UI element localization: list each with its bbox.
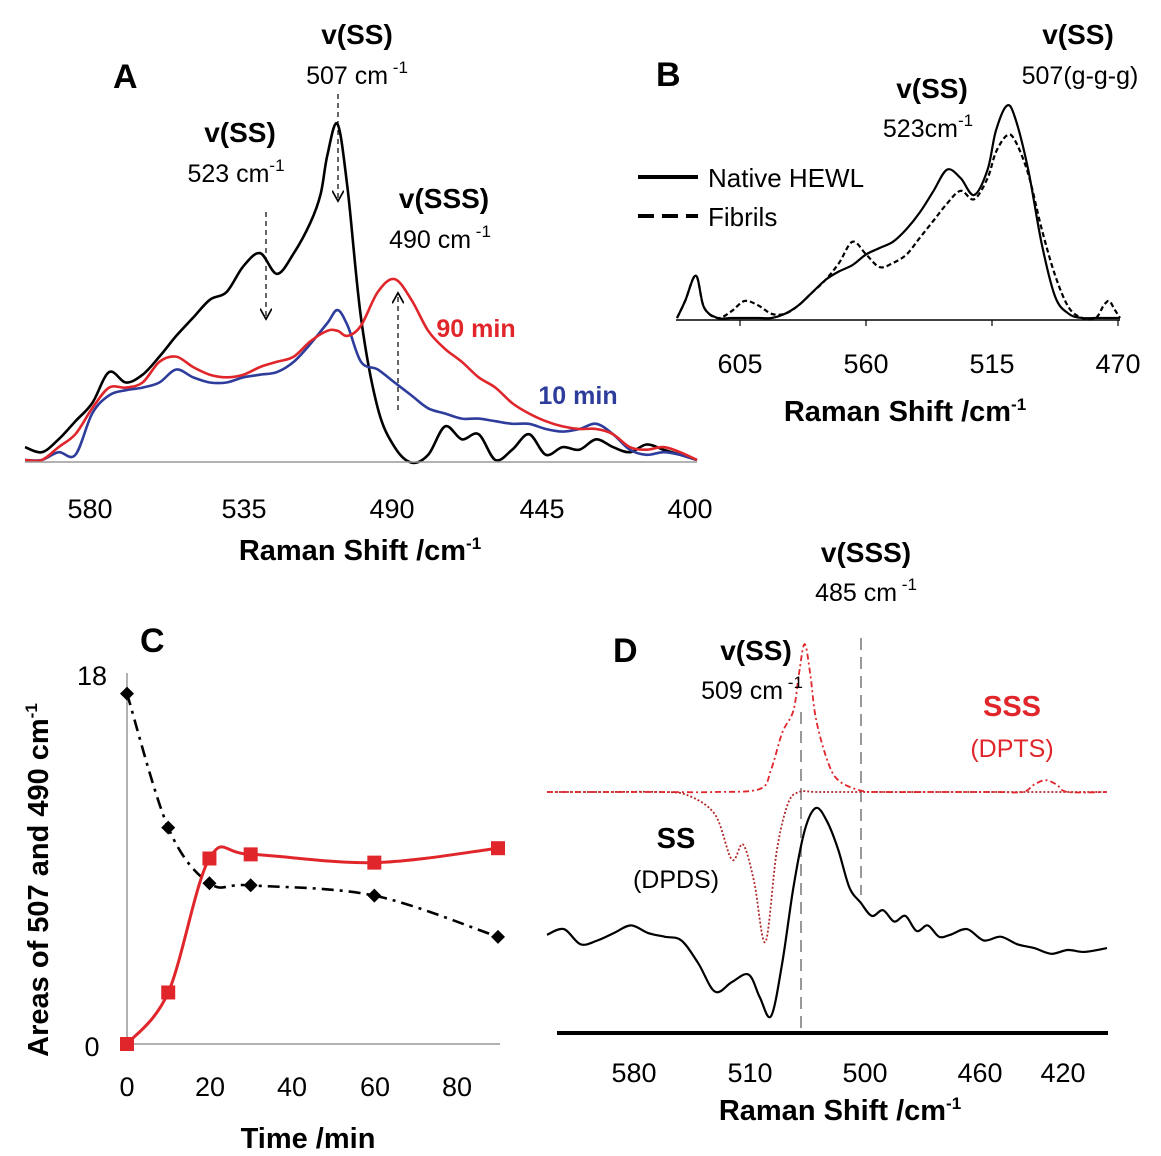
- panel-a-tick: 490: [369, 494, 414, 524]
- panel-b: B 605 560 515 470 Raman Shift /cm-1 Nati…: [638, 19, 1141, 428]
- panel-d-annotation-value: 485 cm -1: [815, 575, 917, 607]
- panel-d-annotation-value: 509 cm -1: [701, 673, 803, 705]
- panel-c-point: [243, 878, 258, 893]
- panel-a-annotation-label: v(SS): [321, 19, 393, 50]
- panel-d-label-ss-sub: (DPDS): [633, 866, 719, 894]
- panel-c-point: [120, 686, 134, 701]
- panel-c-ytick: 18: [77, 661, 107, 691]
- panel-d: D 580 510 500 460 420 Raman Shift /cm-1 …: [546, 537, 1108, 1127]
- panel-d-annotation-label: v(SS): [720, 635, 792, 666]
- panel-d-series-line-0: [546, 806, 1108, 1019]
- panel-c-point: [120, 1037, 134, 1051]
- panel-b-legend: Native HEWL Fibrils: [638, 163, 864, 232]
- panel-b-tick: 560: [843, 349, 888, 379]
- panel-a-x-axis-title: Raman Shift /cm-1: [239, 534, 481, 567]
- panel-b-series-line-0: [676, 104, 1120, 320]
- panel-a-annotation-value: 507 cm -1: [306, 58, 408, 90]
- panel-c-point: [367, 888, 382, 903]
- panel-b-tick: 470: [1095, 349, 1140, 379]
- panel-letter-c: C: [140, 622, 165, 660]
- panel-a-tick: 535: [221, 494, 266, 524]
- panel-b-tick: 515: [969, 349, 1014, 379]
- panel-d-label-sss: SSS: [983, 691, 1041, 723]
- panel-d-label-ss: SS: [657, 823, 696, 855]
- panel-letter-b: B: [656, 56, 681, 94]
- panel-a-series: [24, 121, 698, 465]
- panel-d-x-axis-title: Raman Shift /cm-1: [719, 1094, 961, 1127]
- panel-c-point: [491, 841, 505, 856]
- panel-a-x-ticks: 580 535 490 445 400: [67, 494, 712, 524]
- panel-letter-d: D: [613, 632, 638, 670]
- panel-a-series-line-2: [24, 277, 698, 463]
- panel-d-tick: 510: [727, 1058, 772, 1088]
- panel-d-annotation-label: v(SSS): [821, 537, 911, 568]
- panel-d-series-line-2: [546, 643, 1108, 794]
- panel-c: C 0 18 0 20 40 60 80 Time /min Areas of …: [22, 622, 505, 1155]
- panel-c-series: [120, 686, 505, 1051]
- panel-a-series-line-0: [24, 121, 698, 465]
- panel-d-x-ticks: 580 510 500 460 420: [611, 1058, 1085, 1088]
- panel-c-xtick: 0: [119, 1072, 134, 1102]
- panel-c-point: [161, 985, 176, 1000]
- panel-a: A 580 535 490 445 400 Raman Shift /cm-1 …: [24, 19, 713, 567]
- panel-b-series: [676, 104, 1121, 321]
- panel-c-ytick: 0: [84, 1032, 99, 1062]
- panel-letter-a: A: [113, 58, 138, 96]
- panel-d-tick: 460: [957, 1058, 1002, 1088]
- panel-b-tick: 605: [717, 349, 762, 379]
- panel-a-tick: 445: [519, 494, 564, 524]
- panel-a-annotation-label: v(SSS): [399, 183, 489, 214]
- panel-d-series-line-1: [546, 790, 1107, 943]
- panel-b-series-line-1: [676, 133, 1121, 321]
- panel-a-annotation-value: 523 cm-1: [187, 156, 284, 188]
- panel-c-series-line-1: [125, 845, 499, 1045]
- panel-c-x-ticks: 0 20 40 60 80: [119, 1072, 472, 1102]
- panel-c-xtick: 80: [442, 1072, 472, 1102]
- legend-entry: Fibrils: [708, 202, 777, 232]
- panel-c-x-axis-title: Time /min: [241, 1123, 376, 1155]
- panel-d-tick: 420: [1040, 1058, 1085, 1088]
- panel-b-annotation-label: v(SS): [896, 73, 968, 104]
- panel-d-tick: 580: [611, 1058, 656, 1088]
- panel-a-label-90min: 90 min: [436, 315, 515, 343]
- panel-c-point: [202, 851, 217, 866]
- panel-b-x-ticks: 605 560 515 470: [717, 320, 1141, 379]
- panel-b-annotation-value: 523cm-1: [883, 111, 973, 143]
- panel-c-point: [243, 847, 258, 862]
- panel-a-tick: 580: [67, 494, 112, 524]
- legend-entry: Native HEWL: [708, 163, 864, 193]
- panel-a-annotation-value: 490 cm -1: [389, 222, 491, 254]
- panel-c-point: [161, 820, 176, 835]
- panel-b-x-axis-title: Raman Shift /cm-1: [784, 395, 1026, 428]
- panel-c-xtick: 60: [360, 1072, 390, 1102]
- panel-a-label-10min: 10 min: [538, 382, 617, 410]
- panel-c-xtick: 40: [277, 1072, 307, 1102]
- panel-b-annotation-value: 507(g-g-g): [1022, 62, 1139, 90]
- panel-d-label-sss-sub: (DPTS): [970, 735, 1053, 763]
- panel-c-series-line-0: [125, 693, 499, 939]
- panel-c-point: [491, 929, 505, 944]
- panel-c-y-axis-title: Areas of 507 and 490 cm-1: [22, 703, 55, 1057]
- panel-c-point: [367, 855, 382, 870]
- panel-b-annotation-label: v(SS): [1042, 19, 1114, 50]
- panel-c-y-ticks: 0 18: [77, 661, 107, 1062]
- panel-a-tick: 400: [667, 494, 712, 524]
- panel-c-point: [202, 876, 217, 891]
- panel-d-tick: 500: [842, 1058, 887, 1088]
- panel-d-series: [546, 643, 1108, 1019]
- panel-c-xtick: 20: [195, 1072, 225, 1102]
- panel-a-annotation-label: v(SS): [204, 117, 276, 148]
